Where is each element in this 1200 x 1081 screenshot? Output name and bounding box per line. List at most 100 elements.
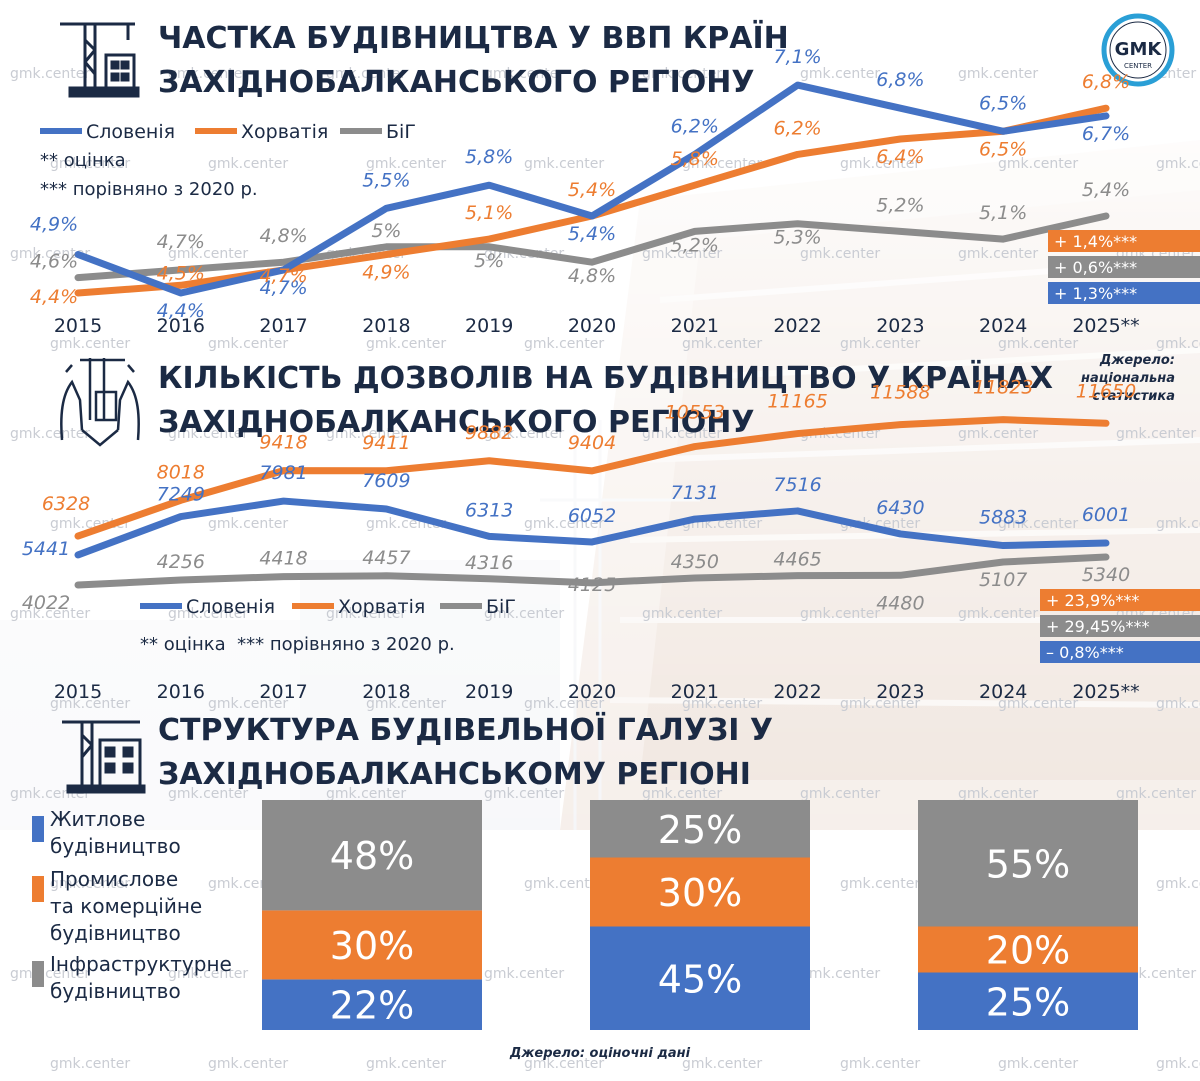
chart3-bar-3-infrastructure	[918, 800, 1138, 927]
chart2-change-text: + 23,9%***	[1046, 591, 1139, 610]
chart1-label-croatia: 5,8%	[671, 148, 719, 170]
chart3-bar-3-residential	[918, 972, 1138, 1030]
watermark-text: gmk.center	[208, 336, 288, 352]
chart2-label-croatia: 9411	[362, 432, 410, 454]
chart1-label-croatia: 4,7%	[259, 265, 307, 287]
watermark-text: gmk.center	[366, 696, 446, 712]
legend-label-croatia: Хорватія	[241, 121, 328, 143]
chart3-bar-label: 20%	[986, 929, 1070, 973]
chart1-label-bih: 5,2%	[671, 234, 719, 256]
source-estimates: Джерело: оціночні дані	[509, 1046, 691, 1061]
watermark-text: gmk.center	[642, 66, 722, 82]
watermark-text: gmk.center	[10, 966, 90, 982]
chart3-legend-swatch	[32, 816, 44, 842]
chart2-year-tick: 2018	[362, 681, 410, 703]
chart2-label-croatia: 11165	[767, 391, 827, 413]
watermark-text: gmk.center	[840, 876, 920, 892]
chart3-legend-label: Промислове	[50, 867, 178, 891]
chart2-label-croatia: 9404	[568, 432, 616, 454]
watermark-text: gmk.center	[1156, 156, 1200, 172]
chart2-label-bih: 4418	[259, 548, 307, 570]
watermark-text: gmk.center	[800, 246, 880, 262]
chart1-label-croatia: 6,4%	[876, 146, 924, 168]
watermark-text: gmk.center	[800, 606, 880, 622]
chart2-label-bih: 5107	[979, 569, 1027, 591]
watermark-text: gmk.center	[168, 246, 248, 262]
chart2-line-croatia	[74, 416, 1110, 540]
watermark-text: gmk.center	[10, 606, 90, 622]
chart2-label-slovenia: 7609	[362, 470, 410, 492]
chart2-label-bih: 4022	[22, 592, 70, 614]
chart2-change-badge-bih	[1040, 615, 1200, 637]
chart2-label-slovenia: 6052	[568, 505, 616, 527]
chart2-title-line1: КІЛЬКІСТЬ ДОЗВОЛІВ НА БУДІВНИЦТВО У КРАЇ…	[158, 360, 1053, 396]
chart1-label-bih: 5%	[474, 250, 504, 272]
chart1-label-croatia: 6,2%	[773, 117, 821, 139]
watermark-text: gmk.center	[840, 336, 920, 352]
chart2-year-tick: 2024	[979, 681, 1027, 703]
chart1-label-croatia: 4,4%	[30, 286, 78, 308]
chart2-label-croatia: 8018	[157, 461, 205, 483]
watermark-text: gmk.center	[168, 606, 248, 622]
legend-swatch-croatia	[195, 128, 237, 134]
chart2-change-badge-croatia	[1040, 589, 1200, 611]
watermark-text: gmk.center	[50, 1056, 130, 1072]
watermark-text: gmk.center	[958, 606, 1038, 622]
chart2-year-tick: 2015	[54, 681, 102, 703]
watermark-text: gmk.center	[642, 426, 722, 442]
watermark-text: gmk.center	[524, 516, 604, 532]
watermark-text: gmk.center	[682, 336, 762, 352]
chart2-label-slovenia: 7249	[157, 484, 205, 506]
chart2-year-tick: 2025**	[1072, 681, 1139, 703]
watermark-text: gmk.center	[208, 516, 288, 532]
watermark-text: gmk.center	[840, 696, 920, 712]
watermark-text: gmk.center	[998, 336, 1078, 352]
chart1-label-bih: 5,1%	[979, 202, 1027, 224]
chart1-label-slovenia: 5,8%	[465, 146, 513, 168]
chart1-year-tick: 2016	[157, 315, 205, 337]
chart2-label-bih: 5340	[1082, 564, 1130, 586]
watermark-text: gmk.center	[326, 426, 406, 442]
chart2-label-croatia: 11823	[973, 377, 1033, 399]
chart3-bar-label: 45%	[658, 957, 742, 1001]
chart1-label-slovenia: 4,4%	[157, 300, 205, 322]
chart3-legend-swatch	[32, 876, 44, 902]
chart2-label-bih: 4480	[876, 592, 924, 614]
chart1-label-slovenia: 6,2%	[671, 115, 719, 137]
watermark-text: gmk.center	[1156, 696, 1200, 712]
chart1-label-bih: 4,7%	[157, 231, 205, 253]
source-line2: національна	[1081, 371, 1175, 386]
chart1-label-slovenia: 6,5%	[979, 92, 1027, 114]
watermark-text: gmk.center	[1156, 336, 1200, 352]
chart3-bar-3-industrial	[918, 926, 1138, 973]
chart1-label-bih: 4,8%	[568, 265, 616, 287]
watermark-text: gmk.center	[484, 966, 564, 982]
watermark-text: gmk.center	[682, 696, 762, 712]
note-estimate: ** оцінка	[40, 150, 126, 171]
watermark-text: gmk.center	[642, 786, 722, 802]
chart2-label-slovenia: 5441	[22, 538, 70, 560]
chart1-label-slovenia: 5,4%	[568, 223, 616, 245]
legend2-label-croatia: Хорватія	[338, 596, 425, 618]
chart3-bar-label: 22%	[330, 984, 414, 1028]
chart2-label-slovenia: 6430	[876, 497, 924, 519]
watermark-text: gmk.center	[998, 516, 1078, 532]
watermark-text: gmk.center	[208, 156, 288, 172]
watermark-text: gmk.center	[524, 1056, 604, 1072]
chart1-label-croatia: 6,5%	[979, 138, 1027, 160]
chart2-label-bih: 4316	[465, 552, 513, 574]
chart2-change-text: + 29,45%***	[1046, 617, 1150, 636]
watermark-text: gmk.center	[366, 336, 446, 352]
chart2-year-tick: 2021	[671, 681, 719, 703]
watermark-text: gmk.center	[326, 66, 406, 82]
legend2-label-bih: БіГ	[486, 596, 516, 618]
source-line3: статистика	[1092, 389, 1175, 404]
chart3-title-line2: ЗАХІДНОБАЛКАНСЬКОМУ РЕГІОНІ	[158, 757, 751, 792]
chart2-change-badge-slovenia	[1040, 641, 1200, 663]
chart1-title-line2: ЗАХІДНОБАЛКАНСЬКОГО РЕГІОНУ	[158, 65, 754, 100]
chart2-legend: Словенія Хорватія БіГ	[140, 596, 516, 618]
chart2-label-bih: 4125	[568, 574, 616, 596]
watermark-text: gmk.center	[50, 696, 130, 712]
